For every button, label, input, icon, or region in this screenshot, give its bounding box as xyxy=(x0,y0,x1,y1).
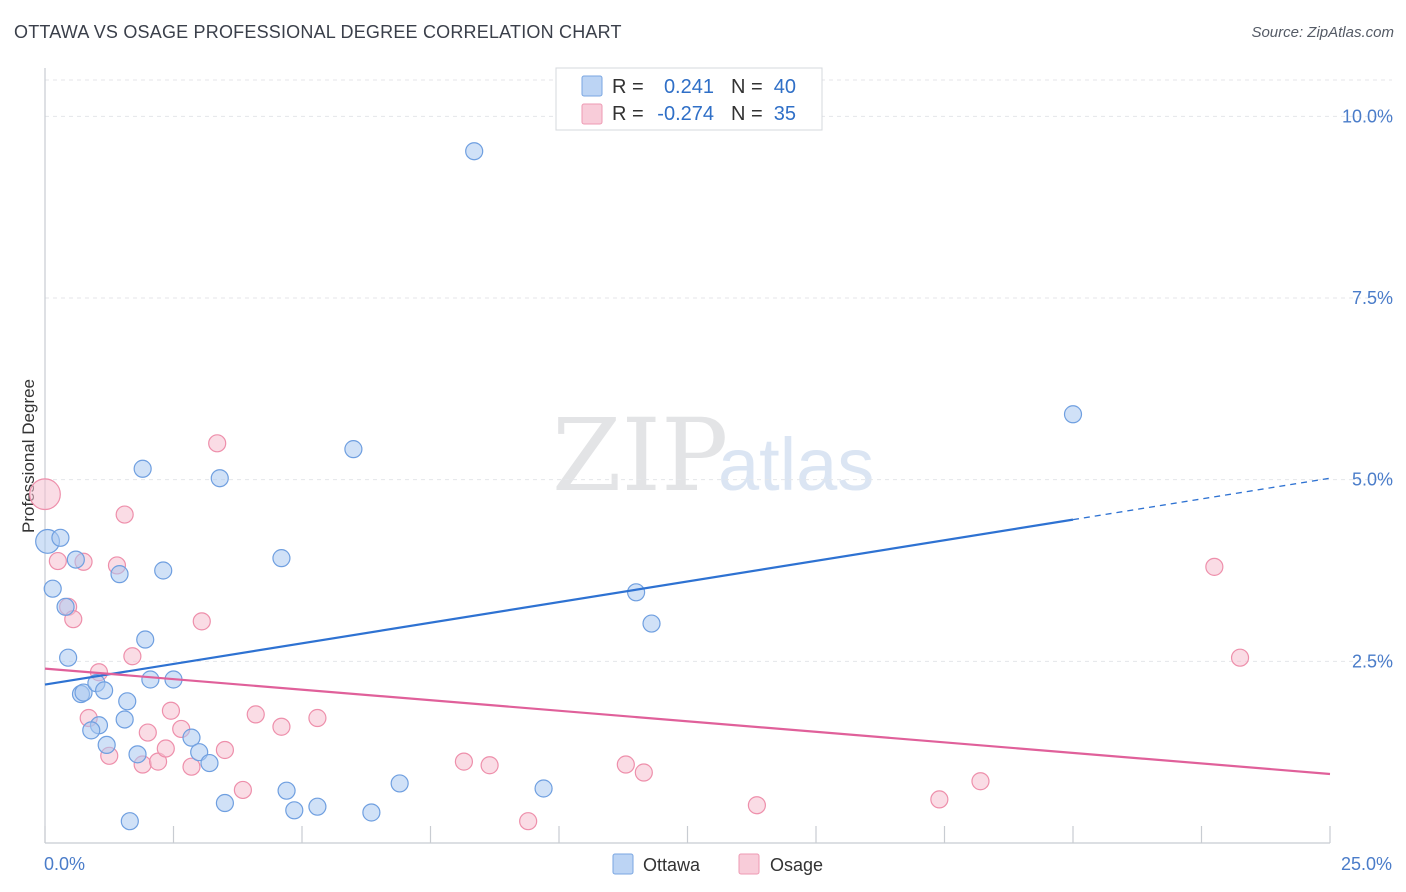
stats-legend: R = 0.241 N = 40 R = -0.274 N = 35 xyxy=(555,67,823,131)
ottawa-point xyxy=(182,728,201,747)
osage-r-value: -0.274 xyxy=(657,103,714,125)
ottawa-point xyxy=(390,774,409,793)
chart-title: OTTAWA VS OSAGE PROFESSIONAL DEGREE CORR… xyxy=(14,22,622,42)
ottawa-point xyxy=(465,142,484,161)
osage-point xyxy=(161,701,181,720)
ottawa-trend-extension xyxy=(1072,477,1331,521)
ottawa-point xyxy=(74,683,93,702)
ottawa-point xyxy=(272,549,291,568)
ottawa-point xyxy=(66,550,85,569)
y-axis-label: Professional Degree xyxy=(19,379,38,533)
ottawa-point xyxy=(344,440,363,459)
osage-point xyxy=(272,717,291,736)
gridlines xyxy=(45,79,1392,662)
osage-point xyxy=(519,812,538,831)
ottawa-point xyxy=(285,801,304,820)
osage-legend-swatch xyxy=(581,103,603,125)
osage-point xyxy=(616,755,635,774)
osage-point xyxy=(1230,648,1250,667)
watermark-zip: ZIP xyxy=(552,397,728,514)
ottawa-point xyxy=(115,710,134,729)
ottawa-point xyxy=(210,469,229,488)
ottawa-point xyxy=(110,565,129,584)
ottawa-point xyxy=(642,614,661,633)
ottawa-bottom-swatch xyxy=(612,853,634,875)
series-legend: Ottawa Osage xyxy=(612,853,823,875)
ottawa-point xyxy=(82,721,101,740)
ottawa-point xyxy=(277,781,296,800)
osage-point xyxy=(215,740,234,760)
osage-point xyxy=(48,551,67,571)
ottawa-n-value: 40 xyxy=(774,76,796,98)
osage-point xyxy=(1205,557,1224,576)
osage-bottom-label: Osage xyxy=(770,855,823,875)
x-tick-label-max: 25.0% xyxy=(1341,854,1392,874)
osage-point xyxy=(308,708,327,728)
ottawa-point xyxy=(215,793,234,813)
watermark-atlas: atlas xyxy=(718,423,874,506)
osage-r-label: R = xyxy=(612,103,644,125)
ottawa-point xyxy=(97,735,116,755)
ottawa-point xyxy=(120,812,139,831)
ottawa-bottom-label: Ottawa xyxy=(643,855,701,875)
ottawa-point xyxy=(141,670,160,689)
ottawa-point xyxy=(1063,405,1083,424)
osage-point xyxy=(192,612,211,631)
osage-point xyxy=(480,756,499,775)
ottawa-point xyxy=(51,528,70,547)
osage-point xyxy=(971,772,990,791)
osage-point xyxy=(138,723,157,742)
y-tick-labels: 2.5% 5.0% 7.5% 10.0% xyxy=(1342,106,1393,671)
osage-point xyxy=(123,647,142,666)
osage-point xyxy=(208,434,227,453)
osage-point xyxy=(115,505,134,524)
ottawa-legend-swatch xyxy=(581,75,603,97)
ottawa-trend-line xyxy=(44,518,1074,686)
osage-point xyxy=(156,739,175,758)
ottawa-point xyxy=(200,753,219,773)
osage-n-label: N = xyxy=(731,103,763,125)
ottawa-point xyxy=(136,630,155,649)
trend-lines xyxy=(44,477,1331,776)
osage-trend-line xyxy=(44,667,1331,776)
source-credit: Source: ZipAtlas.com xyxy=(1251,24,1394,41)
osage-point xyxy=(182,757,201,776)
ottawa-n-label: N = xyxy=(731,76,763,98)
ottawa-point xyxy=(128,745,147,764)
ottawa-series xyxy=(35,142,1083,831)
osage-point xyxy=(747,796,766,815)
x-axis-ticks xyxy=(44,826,1331,843)
osage-point xyxy=(29,478,61,511)
osage-bottom-swatch xyxy=(738,853,760,875)
osage-n-value: 35 xyxy=(774,103,796,125)
ottawa-r-label: R = xyxy=(612,76,644,98)
ottawa-point xyxy=(534,779,553,798)
ottawa-point xyxy=(154,561,173,580)
osage-point xyxy=(246,705,265,724)
y-tick-label: 2.5% xyxy=(1352,651,1393,671)
y-tick-label: 5.0% xyxy=(1352,470,1393,490)
ottawa-point xyxy=(133,459,152,478)
osage-point xyxy=(454,752,474,771)
ottawa-point xyxy=(118,692,137,711)
osage-point xyxy=(233,780,252,800)
ottawa-point xyxy=(56,597,75,616)
y-tick-label: 7.5% xyxy=(1352,288,1393,308)
ottawa-point xyxy=(626,583,646,602)
x-tick-label-min: 0.0% xyxy=(44,854,85,874)
ottawa-point xyxy=(59,648,78,667)
ottawa-point xyxy=(308,797,327,816)
osage-point xyxy=(634,763,653,782)
ottawa-point xyxy=(43,579,62,598)
y-tick-label: 10.0% xyxy=(1342,106,1393,126)
ottawa-point xyxy=(95,681,114,700)
ottawa-point xyxy=(362,803,381,822)
ottawa-r-value: 0.241 xyxy=(664,76,714,98)
osage-point xyxy=(930,790,949,809)
